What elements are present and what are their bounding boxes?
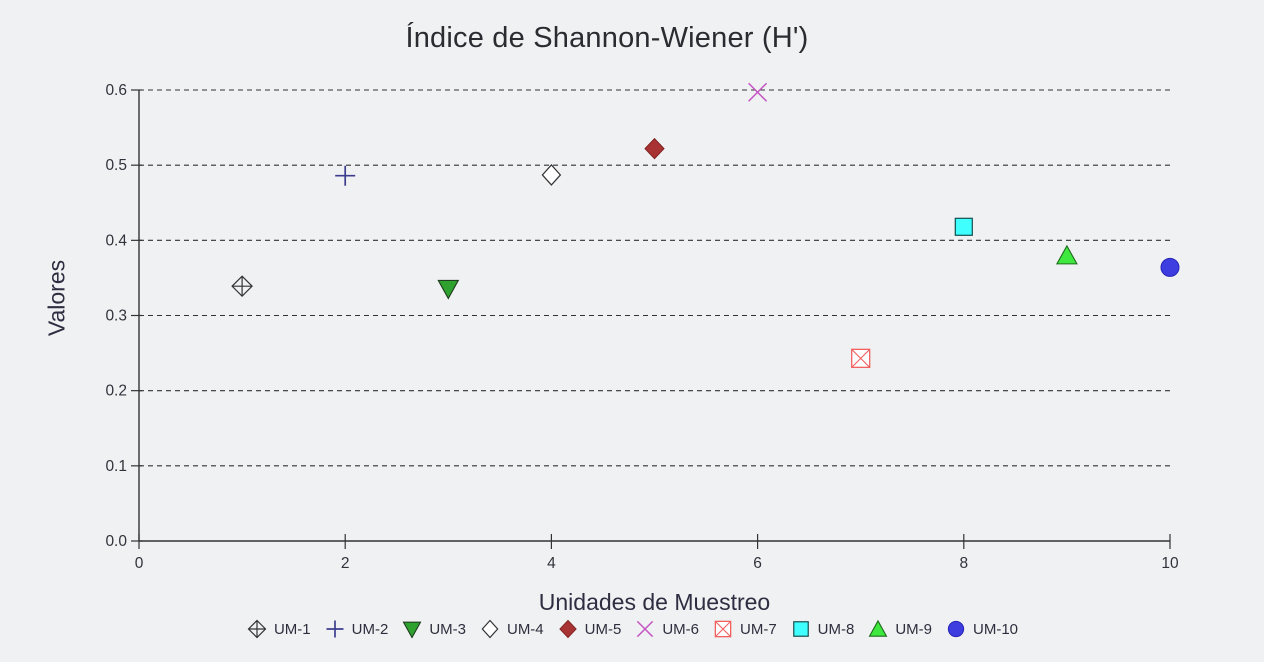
um-7-marker-icon [714,620,732,638]
y-tick-label: 0.0 [105,533,127,550]
legend-label: UM-2 [351,620,389,638]
data-point-um-1 [231,275,253,298]
um-10-marker-icon [947,620,965,638]
um-6-marker-icon [637,620,654,638]
x-tick-label: 10 [1161,555,1179,572]
um-2-marker-icon [326,620,344,638]
data-point-um-2 [335,165,356,186]
legend-label: UM-10 [973,620,1019,638]
legend-label: UM-1 [273,620,311,638]
legend-item-um-7: UM-7 [712,618,777,640]
x-tick-label: 6 [753,555,762,572]
um-8-marker-icon [792,621,809,637]
legend-label: UM-6 [662,620,699,638]
data-point-um-5 [644,137,665,160]
y-tick-label: 0.6 [105,82,127,99]
data-point-um-8 [954,217,973,236]
x-tick-label: 4 [547,555,556,572]
legend-item-um-5: UM-5 [557,618,622,640]
legend-label: UM-7 [740,620,777,638]
y-tick-label: 0.2 [105,383,127,400]
chart-legend: UM-1 UM-2 UM-3 UM-4 UM-5 UM-6 UM-7 UM-8 UM-9 UM-1… [0,618,1264,640]
y-tick-label: 0.4 [105,232,127,249]
data-point-um-9 [1055,244,1078,265]
legend-item-um-4: UM-4 [479,618,544,640]
legend-item-um-10: UM-10 [945,618,1018,640]
legend-item-um-9: UM-9 [867,618,932,640]
y-tick-label: 0.1 [105,458,127,475]
legend-label: UM-8 [817,620,855,638]
data-point-um-3 [437,279,460,300]
data-point-um-4 [541,164,562,186]
um-4-marker-icon [481,619,499,639]
chart-title: Índice de Shannon-Wiener (H') [405,22,809,54]
x-axis-title: Unidades de Muestreo [538,589,771,615]
legend-label: UM-4 [506,620,544,638]
um-3-marker-icon [402,621,422,639]
data-point-um-7 [851,348,871,368]
legend-item-um-6: UM-6 [634,618,699,640]
um-5-marker-icon [558,619,577,639]
x-tick-label: 2 [341,555,350,572]
data-point-um-10 [1160,257,1180,277]
um-9-marker-icon [868,619,888,637]
um-1-marker-icon [247,619,267,639]
x-tick-label: 8 [959,555,968,572]
x-tick-label: 0 [135,555,144,572]
legend-item-um-8: UM-8 [790,618,855,640]
legend-label: UM-3 [429,620,466,638]
legend-item-um-3: UM-3 [401,618,466,640]
y-tick-label: 0.5 [105,157,127,174]
legend-label: UM-5 [584,620,622,638]
legend-item-um-1: UM-1 [246,618,311,640]
data-point-um-6 [748,82,768,102]
y-tick-label: 0.3 [105,308,127,325]
legend-label: UM-9 [895,620,933,638]
legend-item-um-2: UM-2 [324,618,389,640]
